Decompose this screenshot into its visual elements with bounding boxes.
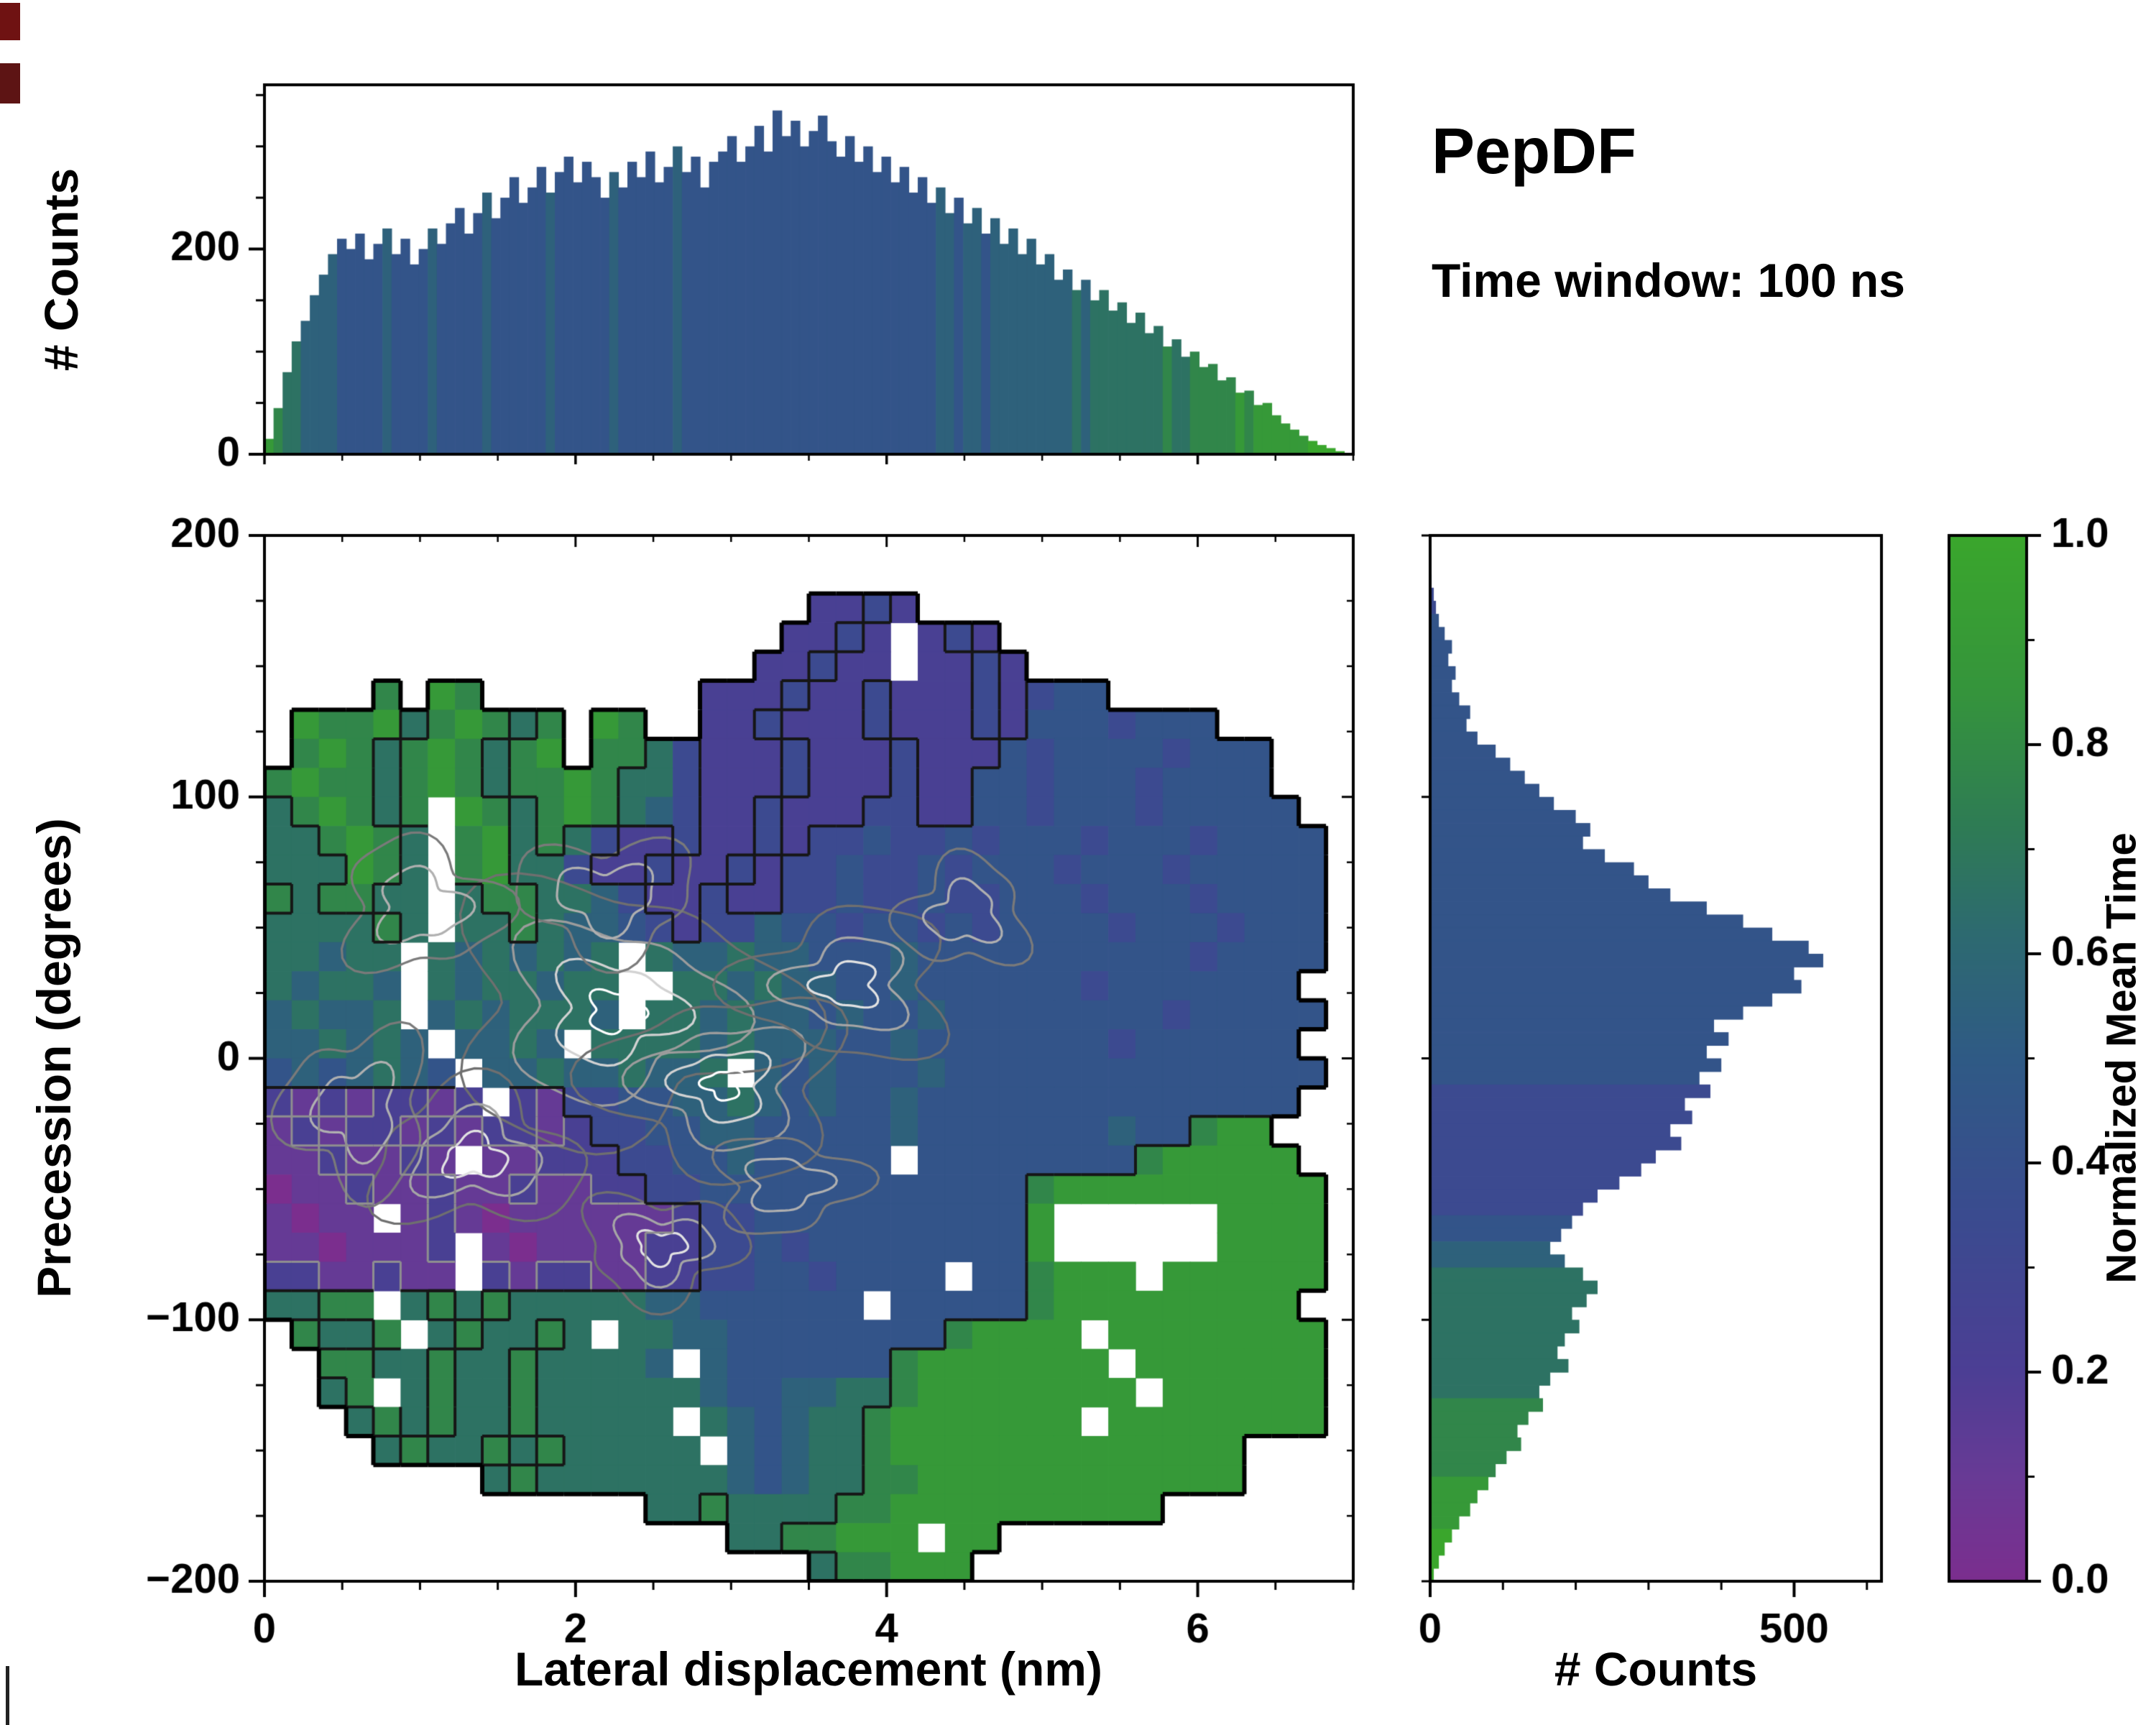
screen-artifact-bottom [6,1666,9,1725]
top-hist-y-axis-title: # Counts [34,167,88,372]
main-x-axis-title: Lateral displacement (nm) [515,1642,1102,1696]
main-y-axis-title: Precession (degrees) [27,818,80,1298]
figure-title: PepDF [1432,116,1637,188]
right-hist-x-axis-title: # Counts [1554,1642,1758,1696]
screen-artifact-upper [0,63,20,104]
screen-artifact-top [0,3,20,40]
figure-subtitle: Time window: 100 ns [1432,254,1905,307]
colorbar-title: Normalized Mean Time [2098,832,2145,1284]
